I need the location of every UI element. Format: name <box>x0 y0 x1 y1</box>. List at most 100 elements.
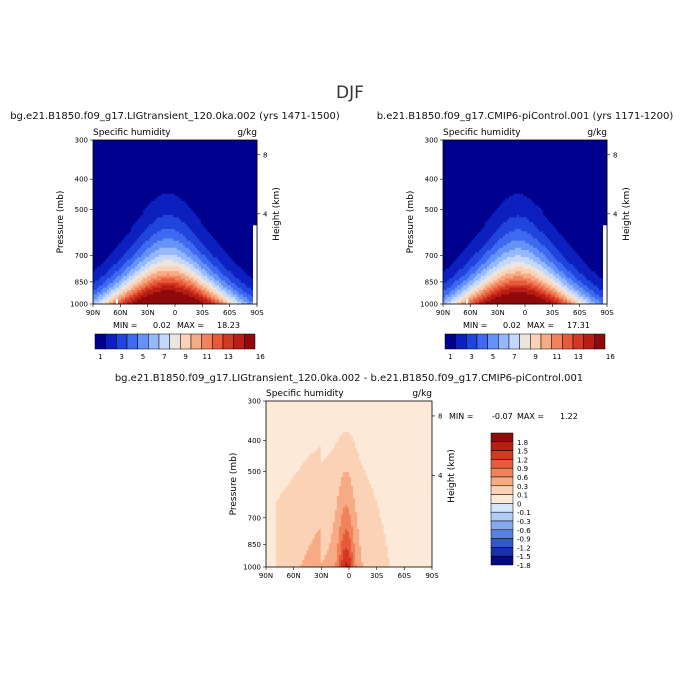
field-cell <box>129 144 132 148</box>
field-cell <box>107 156 110 160</box>
field-cell <box>171 158 174 162</box>
field-cell <box>99 177 102 181</box>
field-cell <box>149 198 152 202</box>
field-cell <box>155 158 158 162</box>
field-cell <box>97 222 100 225</box>
field-cell <box>221 224 224 228</box>
field-cell <box>99 140 102 143</box>
field-cell <box>225 165 228 169</box>
field-cell <box>149 207 152 211</box>
field-cell <box>243 147 246 150</box>
field-cell <box>119 222 122 225</box>
field-cell <box>177 147 180 150</box>
field-cell <box>255 193 258 197</box>
field-cell <box>199 219 202 223</box>
field-cell <box>193 205 196 209</box>
field-cell <box>179 179 182 183</box>
field-cell <box>121 142 124 146</box>
field-cell <box>181 165 184 169</box>
field-cell <box>215 151 218 155</box>
field-cell <box>219 161 222 164</box>
field-cell <box>113 224 116 228</box>
field-cell <box>171 144 174 148</box>
field-cell <box>95 179 98 183</box>
field-cell <box>233 172 236 176</box>
field-cell <box>117 156 120 160</box>
field-cell <box>177 156 180 160</box>
field-cell <box>159 186 162 190</box>
field-cell <box>203 207 206 211</box>
field-cell <box>193 210 196 214</box>
field-cell <box>119 207 122 211</box>
field-cell <box>175 163 178 167</box>
field-cell <box>249 158 252 162</box>
field-cell <box>135 219 138 223</box>
field-cell <box>177 212 180 216</box>
field-cell <box>197 210 200 214</box>
field-cell <box>131 200 134 204</box>
field-cell <box>141 149 144 153</box>
field-cell <box>143 224 146 228</box>
field-cell <box>143 193 146 197</box>
field-cell <box>237 186 240 190</box>
field-cell <box>227 142 230 146</box>
field-cell <box>245 140 248 143</box>
field-cell <box>133 186 136 190</box>
field-cell <box>233 151 236 155</box>
field-cell <box>217 200 220 204</box>
field-cell <box>183 165 186 169</box>
field-cell <box>217 182 220 185</box>
field-cell <box>153 217 156 221</box>
field-cell <box>195 198 198 202</box>
field-cell <box>241 222 244 225</box>
field-cell <box>159 168 162 171</box>
field-cell <box>247 207 250 211</box>
field-cell <box>101 184 104 188</box>
field-cell <box>167 186 170 190</box>
field-cell <box>115 177 118 181</box>
field-cell <box>175 142 178 146</box>
field-cell <box>93 189 96 192</box>
field-cell <box>137 165 140 169</box>
field-cell <box>111 196 114 199</box>
field-cell <box>209 205 212 209</box>
field-cell <box>169 177 172 181</box>
field-cell <box>167 177 170 181</box>
field-cell <box>149 222 152 225</box>
field-cell <box>179 224 182 228</box>
field-cell <box>115 210 118 214</box>
field-cell <box>103 229 106 232</box>
field-cell <box>177 179 180 183</box>
field-cell <box>207 186 210 190</box>
field-cell <box>155 214 158 218</box>
field-cell <box>185 140 188 143</box>
field-cell <box>219 144 222 148</box>
field-cell <box>127 198 130 202</box>
field-cell <box>209 168 212 171</box>
field-cell <box>143 172 146 176</box>
field-cell <box>237 205 240 209</box>
field-cell <box>163 165 166 169</box>
field-cell <box>113 212 116 216</box>
field-cell <box>211 158 214 162</box>
field-cell <box>103 193 106 197</box>
field-cell <box>179 154 182 157</box>
field-cell <box>103 161 106 164</box>
field-cell <box>211 182 214 185</box>
field-cell <box>213 217 216 221</box>
field-cell <box>129 200 132 204</box>
field-cell <box>151 156 154 160</box>
field-cell <box>231 144 234 148</box>
field-cell <box>99 210 102 214</box>
field-cell <box>153 161 156 164</box>
field-cell <box>179 198 182 202</box>
field-cell <box>173 205 176 209</box>
field-cell <box>227 182 230 185</box>
field-cell <box>225 217 228 221</box>
field-cell <box>151 151 154 155</box>
field-cell <box>105 217 108 221</box>
field-cell <box>101 175 104 178</box>
field-cell <box>111 229 114 232</box>
field-cell <box>219 158 222 162</box>
field-cell <box>171 226 174 230</box>
